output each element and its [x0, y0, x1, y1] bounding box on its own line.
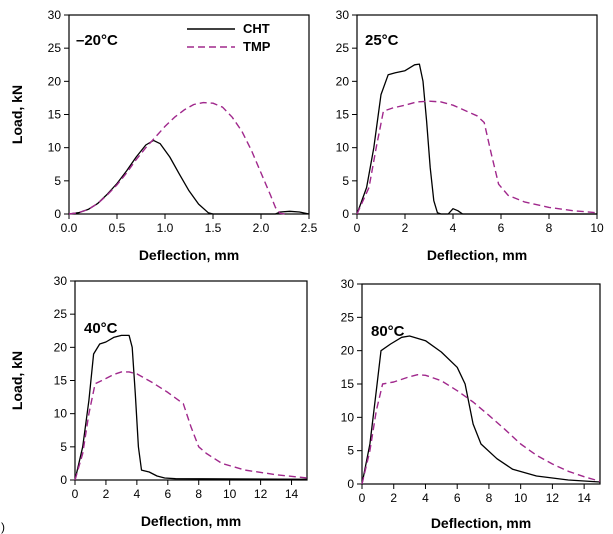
chart-1-ytick-label-1: 5: [342, 174, 349, 188]
chart-3-ytick-label-2: 10: [341, 410, 355, 424]
chart-0-xtick-label-0: 0.0: [61, 221, 78, 235]
chart-2-plot-frame: [74, 280, 308, 481]
chart-2-ytick-label-1: 5: [60, 440, 67, 454]
panel-40c: 0 5 10 15 20 25 30 0 2 4 6 8 10 12 14 Deflection, mm Loa…: [9, 274, 308, 529]
chart-1-ytick-label-5: 25: [336, 41, 350, 55]
chart-1-temperature-label: 25°C: [365, 32, 399, 49]
chart-1-series-tmp-line: [356, 100, 598, 215]
chart-3-xtick-label-0: 0: [359, 491, 366, 505]
chart-2-ytick-label-3: 15: [54, 374, 68, 388]
chart-3-plot-frame: [361, 283, 601, 485]
chart-2-xtick-label-3: 6: [164, 487, 171, 501]
chart-0-ytick-label-4: 20: [48, 74, 62, 88]
chart-2-ytick-label-6: 30: [54, 274, 68, 288]
chart-3-ytick-label-1: 5: [347, 444, 354, 458]
chart-3-ytick-label-4: 20: [341, 344, 355, 358]
chart-3-xtick-label-1: 2: [390, 491, 397, 505]
chart-0-xtick-label-5: 2.5: [301, 221, 318, 235]
chart-3-xtick-label-4: 8: [486, 491, 493, 505]
chart-0-ytick-label-5: 25: [48, 41, 62, 55]
chart-1-ytick-label-2: 10: [336, 141, 350, 155]
chart-1-xtick-label-3: 6: [498, 221, 505, 235]
chart-0-ylabel: Load, kN: [9, 85, 25, 144]
chart-2-series-cht-line: [74, 334, 308, 481]
chart-2-xtick-label-6: 12: [254, 487, 268, 501]
chart-0-ytick-label-0: 0: [54, 207, 61, 221]
chart-3-ytick-label-3: 15: [341, 377, 355, 391]
chart-1-xlabel: Deflection, mm: [427, 247, 527, 263]
chart-0-xtick-label-1: 0.5: [109, 221, 126, 235]
chart-3-xtick-label-6: 12: [546, 491, 560, 505]
panel-minus20c: 0 5 10 15 20 25 30 0.0 0.5 1.0 1.5 2.0 2.5 Deflection…: [9, 8, 318, 263]
chart-0-ytick-label-6: 30: [48, 8, 62, 22]
chart-3-xtick-label-3: 6: [454, 491, 461, 505]
chart-0-ytick-label-3: 15: [48, 108, 62, 122]
chart-2-ytick-label-4: 20: [54, 340, 68, 354]
chart-2-xtick-label-1: 2: [103, 487, 110, 501]
chart-0-xtick-label-4: 2.0: [253, 221, 270, 235]
chart-0-ytick-label-2: 10: [48, 141, 62, 155]
chart-3-xlabel: Deflection, mm: [431, 515, 531, 531]
chart-2-xtick-label-4: 8: [195, 487, 202, 501]
chart-2-xtick-label-5: 10: [223, 487, 237, 501]
chart-3-ytick-label-5: 25: [341, 310, 355, 324]
corner-text: ): [1, 520, 5, 534]
chart-2-ytick-label-5: 25: [54, 307, 68, 321]
chart-2-xlabel: Deflection, mm: [141, 513, 241, 529]
chart-1-xtick-label-0: 0: [354, 221, 361, 235]
chart-2-xtick-label-7: 14: [285, 487, 299, 501]
chart-3-xtick-label-5: 10: [514, 491, 528, 505]
chart-2-ytick-label-2: 10: [54, 407, 68, 421]
chart-3-xtick-label-2: 4: [422, 491, 429, 505]
chart-2-ytick-label-0: 0: [60, 473, 67, 487]
chart-3-temperature-label: 80°C: [371, 323, 405, 340]
chart-0-legend-label-cht: CHT: [243, 21, 270, 36]
chart-3-series-cht-line: [361, 335, 601, 485]
chart-1-ytick-label-0: 0: [342, 207, 349, 221]
chart-2-xtick-label-0: 0: [72, 487, 79, 501]
chart-2-xtick-label-2: 4: [134, 487, 141, 501]
chart-0-xlabel: Deflection, mm: [139, 247, 239, 263]
chart-0-ytick-label-1: 5: [54, 174, 61, 188]
chart-0-xtick-label-2: 1.0: [157, 221, 174, 235]
chart-3-ytick-label-0: 0: [347, 477, 354, 491]
chart-0-legend-label-tmp: TMP: [243, 39, 271, 54]
chart-0-xtick-label-3: 1.5: [205, 221, 222, 235]
chart-0-series-tmp-line: [68, 101, 286, 215]
chart-0-temperature-label: –20°C: [76, 32, 118, 49]
panel-80c: 0 5 10 15 20 25 30 0 2 4 6 8 10 12 14 Deflection, mm 80°…: [341, 277, 601, 531]
chart-1-ytick-label-4: 20: [336, 74, 350, 88]
chart-3-xtick-label-7: 14: [577, 491, 591, 505]
chart-2-temperature-label: 40°C: [84, 320, 118, 337]
panel-25c: 0 5 10 15 20 25 30 0 2 4 6 8 10 Deflection, mm 25°C: [336, 8, 604, 263]
chart-1-xtick-label-1: 2: [402, 221, 409, 235]
chart-2-series-tmp-line: [74, 371, 308, 481]
chart-1-ytick-label-6: 30: [336, 8, 350, 22]
chart-1-series-cht-line: [356, 63, 597, 215]
chart-2-ylabel: Load, kN: [9, 351, 25, 410]
chart-1-xtick-label-4: 8: [546, 221, 553, 235]
chart-3-series-tmp-line: [361, 374, 601, 485]
chart-1-xtick-label-2: 4: [450, 221, 457, 235]
chart-3-ytick-label-6: 30: [341, 277, 355, 291]
chart-1-ytick-label-3: 15: [336, 108, 350, 122]
chart-1-xtick-label-5: 10: [590, 221, 604, 235]
